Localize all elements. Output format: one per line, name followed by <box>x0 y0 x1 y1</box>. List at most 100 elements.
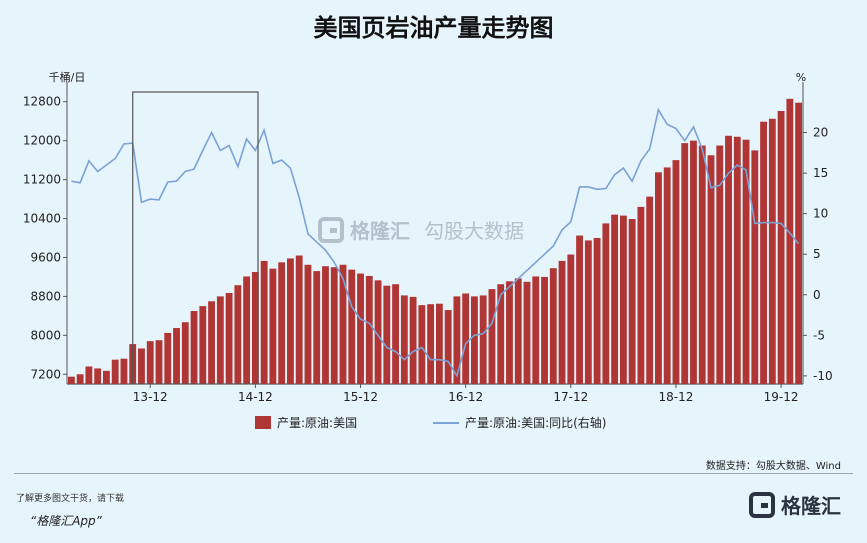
bar <box>523 281 531 384</box>
footer-divider <box>14 473 853 474</box>
bar <box>278 262 286 384</box>
bar <box>707 155 715 384</box>
bar <box>322 266 329 384</box>
left-tick-label: 10400 <box>23 212 61 226</box>
bar <box>567 254 575 384</box>
bar <box>646 196 654 384</box>
legend-line-label: 产量:原油:美国:同比(右轴) <box>465 416 607 430</box>
legend-bar-swatch <box>255 416 271 429</box>
bar <box>383 285 391 384</box>
chart-title: 美国页岩油产量走势图 <box>313 14 554 42</box>
bar <box>751 150 759 384</box>
bar <box>584 240 592 384</box>
legend-bar-label: 产量:原油:美国 <box>277 416 358 430</box>
left-tick-label: 9600 <box>30 250 61 264</box>
bar <box>593 238 601 384</box>
watermark-brand: 格隆汇 <box>350 219 410 243</box>
yoy-line <box>71 107 800 378</box>
bar <box>208 301 215 384</box>
bar <box>497 284 505 384</box>
bar <box>400 295 408 384</box>
bar <box>94 368 102 384</box>
bar <box>681 143 689 384</box>
bar <box>190 311 198 384</box>
bar <box>444 310 452 384</box>
bar <box>462 293 470 384</box>
axes-layer: 千桶/日 % 7200 8000 8800 9600 10400 11200 12000 1280… <box>23 70 833 404</box>
bar <box>541 276 548 384</box>
bar <box>663 167 671 384</box>
x-tick-label: 15-12 <box>343 390 378 404</box>
right-tick-label: 10 <box>813 207 828 221</box>
legend-item-line: 产量:原油:美国:同比(右轴) <box>433 414 607 431</box>
bar <box>251 272 259 384</box>
bar <box>76 374 84 384</box>
bar <box>777 110 785 384</box>
right-tick-label: 20 <box>813 126 828 140</box>
bar <box>138 348 145 384</box>
bar <box>479 295 487 384</box>
bar <box>628 219 636 384</box>
bar <box>619 215 627 384</box>
bar <box>374 280 382 384</box>
line-series <box>71 107 800 378</box>
x-tick-label: 14-12 <box>238 390 273 404</box>
right-tick-label: 15 <box>813 166 828 180</box>
brand-name: 格隆汇 <box>781 494 841 518</box>
legend-line-swatch <box>433 421 459 424</box>
bar <box>111 359 119 384</box>
bar <box>611 214 619 384</box>
bar <box>453 296 461 384</box>
chart-canvas: 千桶/日 % 7200 8000 8800 9600 10400 11200 12000 1280… <box>23 70 833 404</box>
x-tick-label: 19-12 <box>764 390 799 404</box>
bar <box>216 296 224 384</box>
bar <box>418 305 426 384</box>
bar <box>733 136 741 384</box>
bar <box>155 340 163 384</box>
bar <box>435 303 443 384</box>
bar <box>786 98 794 385</box>
bar <box>725 135 732 384</box>
bar <box>85 366 93 384</box>
bar <box>173 328 180 384</box>
right-axis-unit: % <box>796 71 806 84</box>
bar <box>655 172 662 384</box>
watermark-logo-icon <box>318 216 344 243</box>
bar <box>365 275 373 384</box>
bar <box>716 145 724 384</box>
data-source-note: 数据支持：勾股大数据、Wind <box>705 461 841 472</box>
bar <box>549 268 557 384</box>
bar <box>558 260 566 384</box>
left-tick-label: 12000 <box>23 134 61 148</box>
bar <box>146 341 154 384</box>
bar <box>304 264 312 384</box>
bar <box>199 306 207 384</box>
bar <box>488 289 496 384</box>
bar <box>532 276 540 384</box>
bar <box>506 281 513 384</box>
bar <box>260 260 268 384</box>
left-tick-label: 7200 <box>30 367 61 381</box>
legend-item-bar: 产量:原油:美国 <box>255 414 357 431</box>
bar <box>357 273 364 384</box>
bar <box>637 206 645 384</box>
right-tick-label: -10 <box>813 369 833 383</box>
highlight-box <box>132 91 259 385</box>
bar <box>409 296 417 384</box>
brand-logo-icon <box>749 491 775 518</box>
footer-download-hint: 了解更多图文干货，请下载 <box>16 494 125 504</box>
bar <box>339 264 347 384</box>
bar <box>427 304 435 384</box>
bar <box>234 285 242 384</box>
bar <box>698 145 706 384</box>
overlay-layer <box>132 91 259 385</box>
footer-app-name: “格隆汇App” <box>30 514 102 528</box>
left-tick-label: 12800 <box>23 95 61 109</box>
x-tick-label: 13-12 <box>133 390 168 404</box>
x-tick-label: 17-12 <box>553 390 588 404</box>
bar <box>760 121 767 384</box>
right-tick-label: 5 <box>813 247 821 261</box>
footer-brand[interactable]: 格隆汇 <box>749 490 841 519</box>
left-tick-label: 8800 <box>30 289 61 303</box>
right-tick-label: 0 <box>813 288 821 302</box>
